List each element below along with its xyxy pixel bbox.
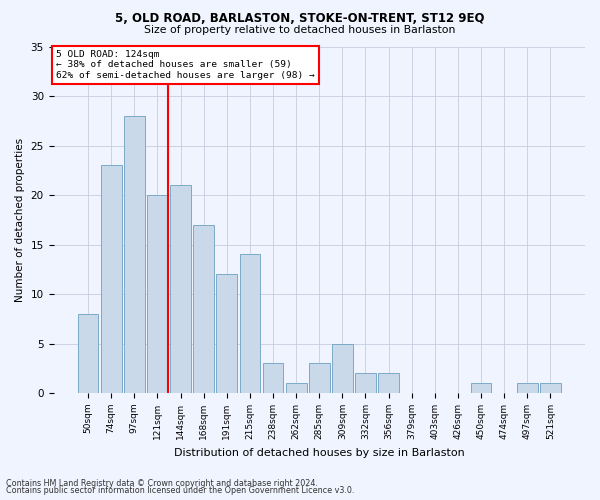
Bar (77, 314, 98, 393)
Bar (517, 383, 538, 393)
Text: Contains public sector information licensed under the Open Government Licence v3: Contains public sector information licen… (6, 486, 355, 495)
Text: Size of property relative to detached houses in Barlaston: Size of property relative to detached ho… (145, 25, 455, 35)
Text: 5, OLD ROAD, BARLASTON, STOKE-ON-TRENT, ST12 9EQ: 5, OLD ROAD, BARLASTON, STOKE-ON-TRENT, … (115, 12, 485, 26)
Bar (101, 166, 122, 393)
Bar (193, 224, 214, 393)
Bar (286, 383, 307, 393)
Y-axis label: Number of detached properties: Number of detached properties (15, 138, 25, 302)
Bar (263, 364, 283, 393)
Bar (147, 195, 168, 393)
X-axis label: Distribution of detached houses by size in Barlaston: Distribution of detached houses by size … (174, 448, 464, 458)
Bar (124, 116, 145, 393)
Bar (239, 254, 260, 393)
Bar (309, 364, 329, 393)
Bar (332, 344, 353, 393)
Bar (470, 383, 491, 393)
Text: Contains HM Land Registry data © Crown copyright and database right 2024.: Contains HM Land Registry data © Crown c… (6, 478, 318, 488)
Bar (170, 185, 191, 393)
Bar (540, 383, 561, 393)
Bar (217, 274, 237, 393)
Bar (378, 374, 399, 393)
Bar (355, 374, 376, 393)
Text: 5 OLD ROAD: 124sqm
← 38% of detached houses are smaller (59)
62% of semi-detache: 5 OLD ROAD: 124sqm ← 38% of detached hou… (56, 50, 315, 80)
